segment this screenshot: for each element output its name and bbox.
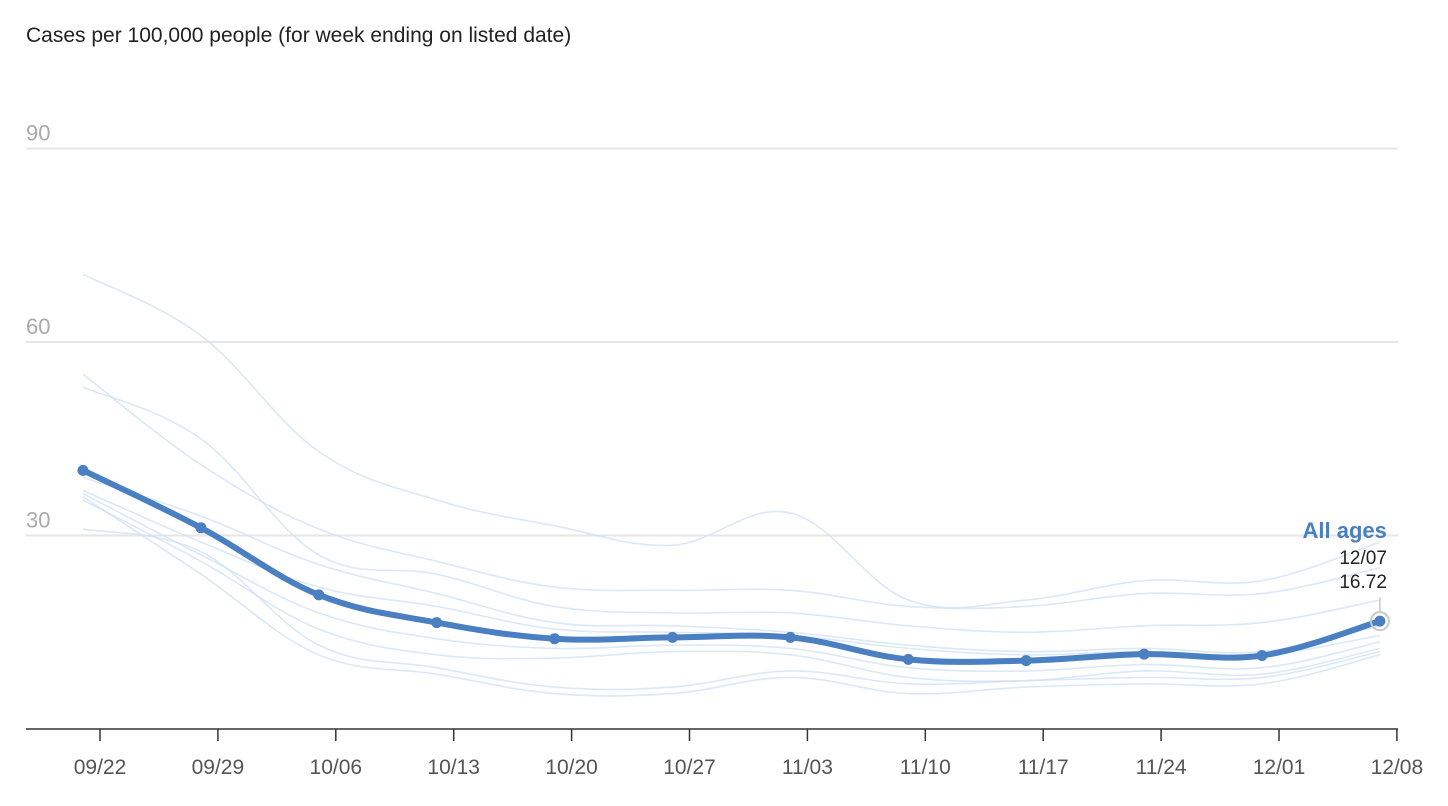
background-series-lines <box>82 273 1381 697</box>
all-ages-point <box>784 631 796 643</box>
all-ages-point <box>431 617 443 629</box>
background-series-line <box>82 386 1381 634</box>
x-tick-label: 11/10 <box>900 756 951 779</box>
x-tick-label: 12/08 <box>1371 756 1424 779</box>
chart-title: Cases per 100,000 people (for week endin… <box>26 24 572 47</box>
x-tick-label: 10/20 <box>545 756 598 779</box>
x-axis: 09/22 09/29 10/06 10/13 10/20 10/27 11/03 11/10… <box>26 728 1424 779</box>
y-tick-label: 60 <box>26 314 50 339</box>
all-ages-point <box>549 633 561 645</box>
all-ages-point <box>667 631 678 643</box>
y-tick-label: 90 <box>26 121 50 146</box>
annotation-date: 12/07 <box>1339 548 1387 569</box>
annotation-value: 16.72 <box>1339 572 1387 593</box>
x-tick-label: 11/17 <box>1018 756 1069 779</box>
background-series-line <box>82 528 1381 691</box>
all-ages-point <box>1020 655 1032 667</box>
x-tick-label: 12/01 <box>1253 756 1306 779</box>
all-ages-point <box>1374 615 1386 627</box>
all-ages-point <box>77 464 89 476</box>
background-series-line <box>82 492 1381 673</box>
all-ages-point <box>902 653 914 665</box>
all-ages-line <box>80 467 1383 665</box>
y-tick-label: 30 <box>26 508 50 533</box>
background-series-line <box>82 273 1381 609</box>
gridlines: 30 60 90 <box>26 121 1398 537</box>
end-annotation: All ages 12/07 16.72 <box>1303 518 1390 632</box>
x-tick-label: 10/06 <box>310 756 363 779</box>
all-ages-point <box>313 589 325 601</box>
annotation-series-name: All ages <box>1303 518 1387 543</box>
highlighted-series <box>77 464 1386 667</box>
background-series-line <box>82 476 1381 654</box>
background-series-line <box>82 373 1381 610</box>
background-series-line <box>82 499 1381 683</box>
x-tick-label: 09/22 <box>74 756 127 779</box>
background-series-line <box>82 496 1381 697</box>
last-point-ring <box>1369 611 1390 632</box>
all-ages-point <box>1256 649 1268 661</box>
x-tick-label: 11/03 <box>782 756 833 779</box>
x-tick-label: 11/24 <box>1136 756 1187 779</box>
x-tick-label: 10/13 <box>427 756 480 779</box>
all-ages-point <box>195 522 207 534</box>
x-tick-label: 10/27 <box>663 756 716 779</box>
all-ages-point <box>1138 648 1150 660</box>
x-tick-label: 09/29 <box>192 756 245 779</box>
